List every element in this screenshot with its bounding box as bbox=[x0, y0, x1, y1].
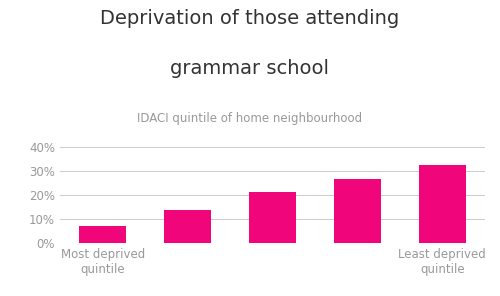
Text: Deprivation of those attending: Deprivation of those attending bbox=[100, 9, 400, 28]
Bar bbox=[80, 226, 126, 243]
Bar bbox=[164, 210, 211, 243]
Text: grammar school: grammar school bbox=[170, 59, 330, 78]
Bar bbox=[249, 192, 296, 243]
Bar bbox=[334, 178, 381, 243]
Text: IDACI quintile of home neighbourhood: IDACI quintile of home neighbourhood bbox=[138, 112, 362, 126]
Bar bbox=[419, 165, 466, 243]
